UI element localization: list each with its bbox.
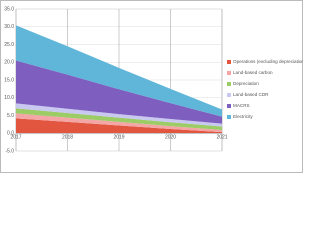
y-tick-label: 5.0 [7,113,14,119]
x-tick-label: 2017 [10,135,21,141]
legend-swatch [227,71,231,75]
legend-swatch [227,82,231,86]
area [16,103,222,127]
y-tick-label: 35.0 [4,6,14,12]
legend-swatch [227,104,231,108]
x-tick-label: 2021 [216,135,227,141]
area [16,113,222,133]
x-tick-label: 2019 [113,135,124,141]
y-tick-label: 25.0 [4,42,14,48]
y-tick-label: -5.0 [5,148,14,154]
legend-label: Electricity [233,114,253,119]
y-tick-label: 15.0 [4,77,14,83]
legend-swatch [227,115,231,119]
y-tick-label: 10.0 [4,95,14,101]
area [16,60,222,124]
x-tick-label: 2018 [62,135,73,141]
legend-label: MACRS [233,103,250,108]
area [16,118,222,134]
area [16,108,222,131]
legend: Operations (excluding depreciation) Land-… [227,59,303,119]
legend-swatch [227,60,231,64]
y-tick-label: 0.0 [7,131,14,137]
area [16,25,222,117]
legend-label: Land-based carbon [233,70,273,75]
chart: -5.0 0.0 5.0 10.0 15.0 20.0 25.0 30.0 35.0 2017 20… [0,0,303,173]
y-tick-label: 30.0 [4,24,14,30]
legend-swatch [227,93,231,97]
x-tick-label: 2020 [165,135,176,141]
legend-label: Operations (excluding depreciation) [233,59,303,64]
y-tick-label: 20.0 [4,60,14,66]
legend-label: Depreciation [233,81,259,86]
legend-label: Land-based CDR [233,92,269,97]
